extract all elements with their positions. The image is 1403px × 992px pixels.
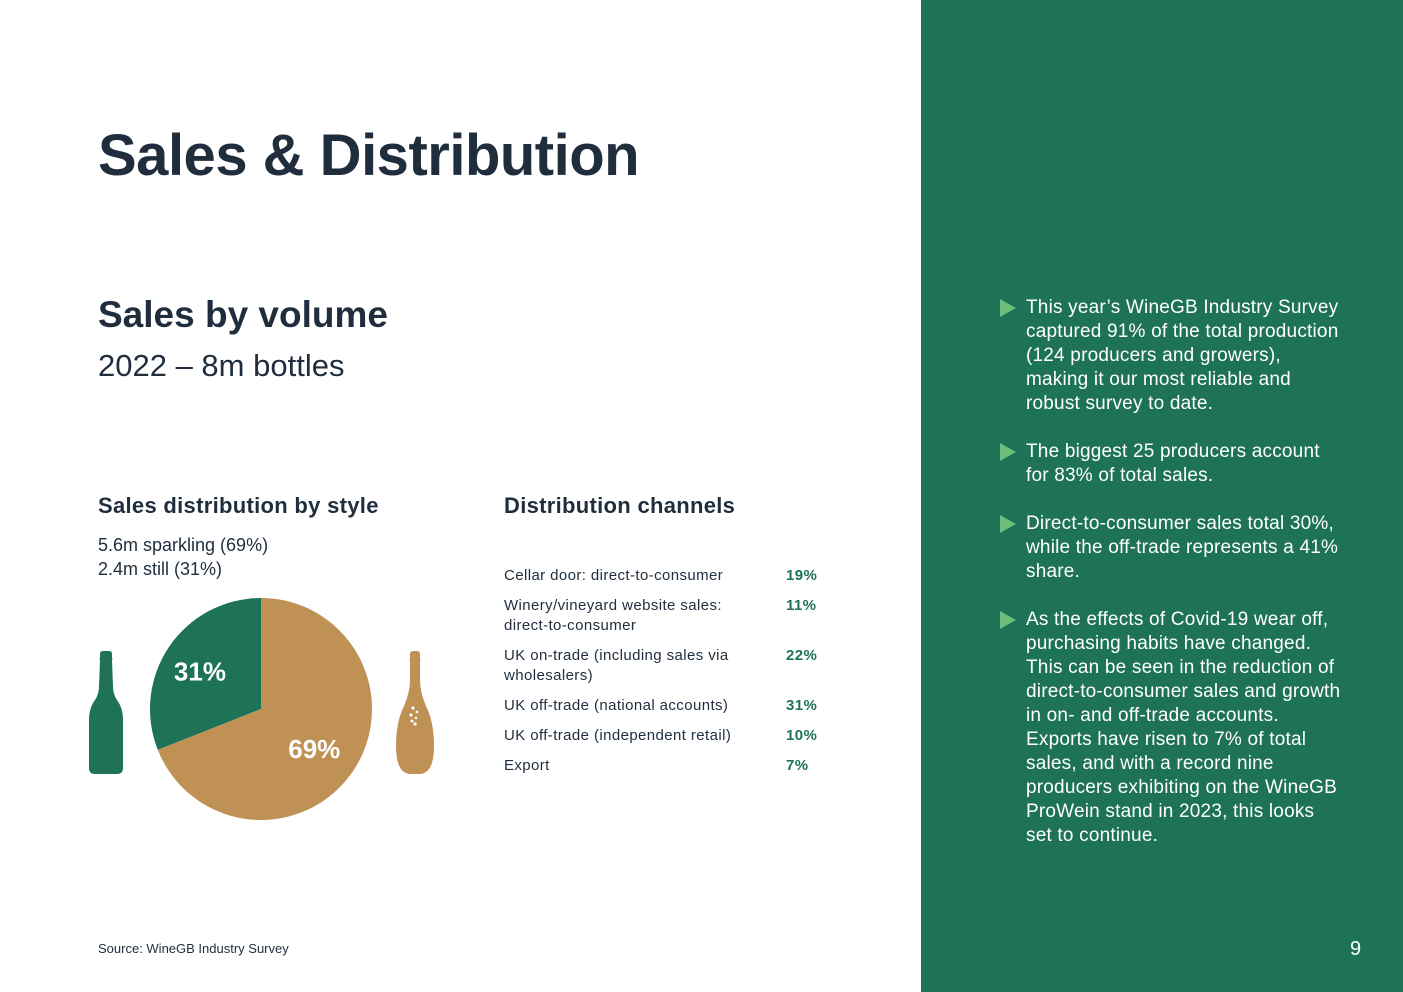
bullet-text: As the effects of Covid-19 wear off, pur… bbox=[1026, 609, 1341, 846]
channels-heading: Distribution channels bbox=[504, 493, 736, 518]
main-content: Sales & Distribution Sales by volume 202… bbox=[89, 123, 818, 956]
channel-value: 11% bbox=[786, 597, 817, 614]
style-heading: Sales distribution by style bbox=[98, 493, 379, 518]
play-arrow-icon bbox=[1000, 611, 1016, 629]
channel-label: Export bbox=[504, 757, 550, 774]
side-panel bbox=[921, 0, 1403, 992]
still-bottle-icon bbox=[89, 651, 123, 774]
bullet-item: This year’s WineGB Industry Survey captu… bbox=[1000, 296, 1345, 416]
pie-label-sparkling: 69% bbox=[288, 734, 340, 764]
page-title: Sales & Distribution bbox=[98, 123, 640, 188]
channel-label: Winery/vineyard website sales: direct-to… bbox=[504, 597, 722, 634]
channel-value: 10% bbox=[786, 727, 818, 744]
channel-label: UK on-trade (including sales via wholesa… bbox=[504, 647, 729, 684]
bullet-item: Direct-to-consumer sales total 30%, whil… bbox=[1000, 512, 1345, 584]
pie-slice-sparkling bbox=[157, 598, 372, 820]
channel-value: 19% bbox=[786, 567, 818, 584]
channel-value: 7% bbox=[786, 757, 809, 774]
sales-by-volume-subtitle: 2022 – 8m bottles bbox=[98, 348, 345, 383]
play-arrow-icon bbox=[1000, 443, 1016, 461]
style-pie-chart: 31% 69% bbox=[150, 598, 372, 820]
style-still-line: 2.4m still (31%) bbox=[98, 559, 223, 579]
bullet-text: Direct-to-consumer sales total 30%, whil… bbox=[1026, 513, 1339, 582]
style-sparkling-line: 5.6m sparkling (69%) bbox=[98, 535, 269, 555]
pie-slice-still bbox=[150, 598, 261, 750]
play-arrow-icon bbox=[1000, 299, 1016, 317]
bullet-text: This year’s WineGB Industry Survey captu… bbox=[1026, 297, 1339, 414]
channel-label: Cellar door: direct-to-consumer bbox=[504, 567, 724, 584]
bullet-item: The biggest 25 producers account for 83%… bbox=[1000, 440, 1345, 488]
channel-value: 31% bbox=[786, 697, 818, 714]
channel-label: UK off-trade (national accounts) bbox=[504, 697, 729, 714]
bullet-text: The biggest 25 producers account for 83%… bbox=[1026, 441, 1320, 486]
page-number: 9 bbox=[1350, 938, 1362, 960]
pie-label-still: 31% bbox=[174, 656, 226, 686]
play-arrow-icon bbox=[1000, 515, 1016, 533]
source-note: Source: WineGB Industry Survey bbox=[98, 941, 289, 956]
bullet-item: As the effects of Covid-19 wear off, pur… bbox=[1000, 608, 1345, 848]
sparkling-bottle-icon bbox=[396, 651, 434, 774]
channel-value: 22% bbox=[786, 647, 818, 664]
channel-label: UK off-trade (independent retail) bbox=[504, 727, 732, 744]
sales-by-volume-title: Sales by volume bbox=[98, 294, 388, 335]
